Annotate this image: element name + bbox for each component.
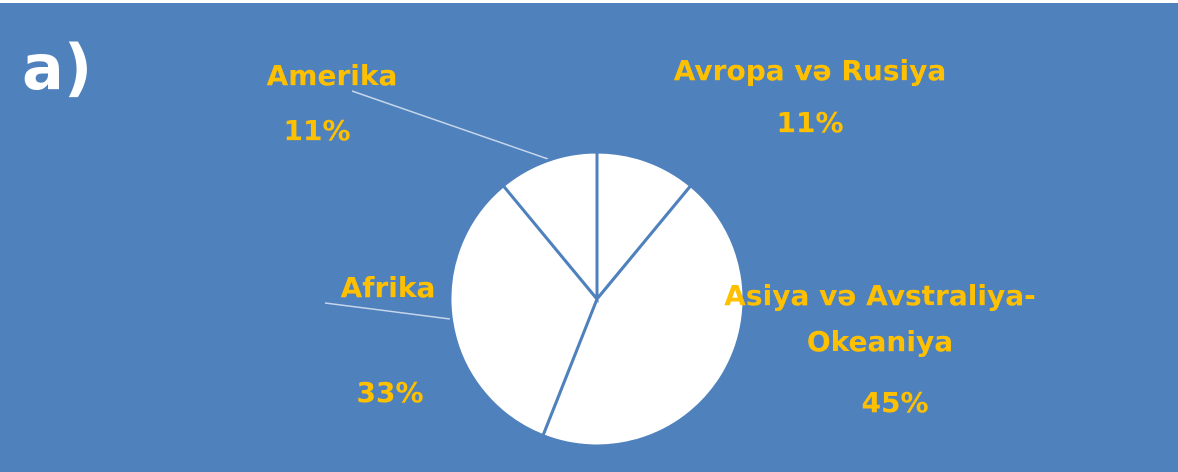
category-label: Afrika [340, 271, 436, 304]
leader-line [324, 302, 451, 320]
pie-slice [448, 183, 599, 438]
pie-slice [595, 150, 693, 304]
category-label: Amerika [266, 59, 398, 92]
value-label: 11% [283, 114, 351, 147]
pie-slice [540, 183, 746, 448]
chart-title: a) [22, 31, 93, 104]
leader-line [351, 90, 549, 160]
pie-chart [324, 90, 746, 448]
value-label: 33% [356, 376, 424, 409]
pie-slice [501, 150, 599, 304]
category-label: Avropa və Rusiya [673, 54, 947, 87]
category-label: Asiya və Avstraliya-Okeaniya [724, 279, 1036, 358]
value-label: 11% [776, 106, 844, 139]
value-label: 45% [861, 386, 929, 419]
